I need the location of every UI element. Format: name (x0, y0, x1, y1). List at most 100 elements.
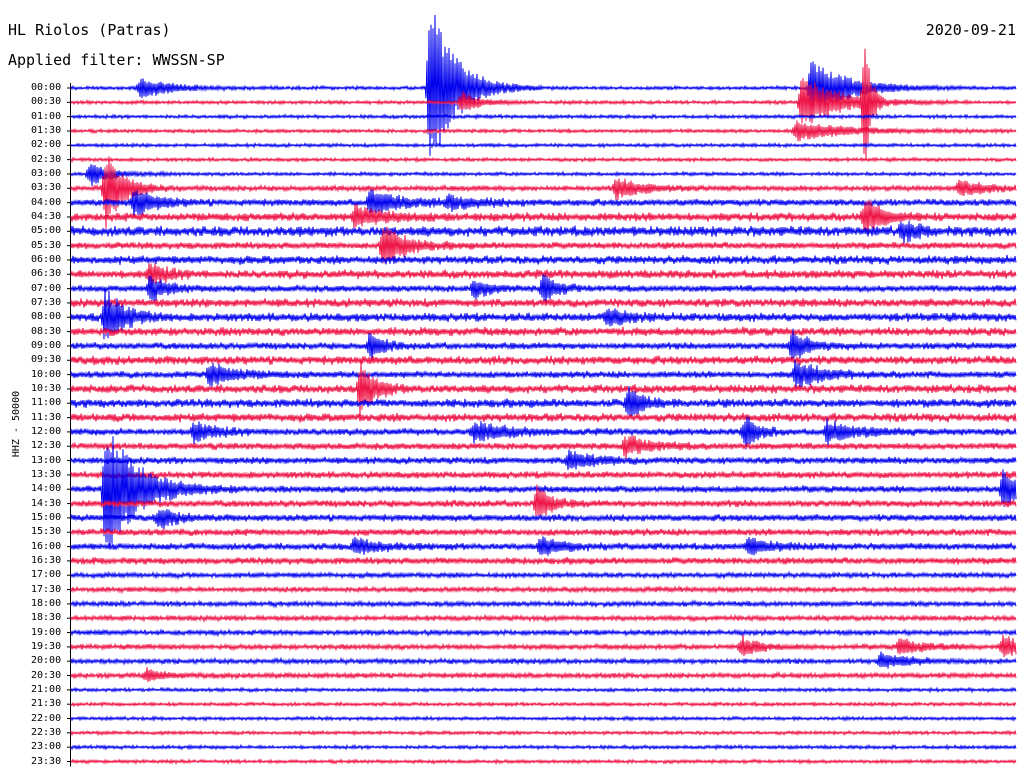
trace-line (70, 326, 1017, 337)
trace-line (70, 613, 1017, 623)
time-tick-label: 03:30 (31, 182, 62, 194)
trace-line (70, 634, 1017, 658)
time-tick-label: 10:30 (31, 382, 62, 394)
trace-line (70, 189, 1017, 219)
trace-line (70, 14, 1017, 156)
trace-line (70, 686, 1017, 694)
time-tick-label: 04:00 (31, 196, 62, 208)
time-tick-labels: 00:00 00:30 01:00 01:30 02:00 02:30 03:00 03:30… (0, 0, 64, 780)
time-tick-label: 21:30 (31, 698, 62, 710)
trace-line (70, 226, 1017, 264)
time-tick-label: 15:00 (31, 511, 62, 523)
time-tick-label: 13:00 (31, 454, 62, 466)
trace-line (70, 470, 1017, 480)
trace-line (70, 436, 1017, 546)
trace-line (70, 527, 1017, 537)
time-tick-label: 17:00 (31, 569, 62, 581)
trace-line (70, 156, 1017, 229)
time-tick-label: 09:00 (31, 339, 62, 351)
time-tick-label: 15:30 (31, 526, 62, 538)
time-tick-label: 08:00 (31, 311, 62, 323)
time-tick-label: 09:30 (31, 354, 62, 366)
trace-line (70, 628, 1017, 638)
trace-line (70, 651, 1017, 669)
time-tick-label: 19:00 (31, 626, 62, 638)
trace-line (70, 667, 1017, 683)
time-tick-label: 19:30 (31, 640, 62, 652)
trace-line (70, 449, 1017, 471)
time-tick-label: 06:00 (31, 253, 62, 265)
trace-line (70, 700, 1017, 708)
trace-line (70, 298, 1017, 308)
time-tick-label: 11:00 (31, 397, 62, 409)
time-tick-label: 05:30 (31, 239, 62, 251)
time-tick-label: 16:00 (31, 540, 62, 552)
trace-line (70, 757, 1017, 766)
time-tick-label: 14:30 (31, 497, 62, 509)
trace-line (70, 200, 1017, 236)
trace-line (70, 536, 1017, 556)
trace-line (70, 155, 1017, 164)
time-tick-label: 20:30 (31, 669, 62, 681)
time-tick-label: 10:00 (31, 368, 62, 380)
trace-line (70, 416, 1017, 450)
trace-line (70, 484, 1017, 516)
trace-line (70, 112, 1017, 121)
trace-line (70, 254, 1017, 265)
time-tick-label: 00:30 (31, 96, 62, 108)
time-tick-label: 18:00 (31, 597, 62, 609)
time-tick-label: 01:30 (31, 124, 62, 136)
trace-line (70, 584, 1017, 595)
time-tick-label: 22:00 (31, 712, 62, 724)
time-tick-label: 07:00 (31, 282, 62, 294)
trace-line (70, 570, 1017, 580)
time-tick-label: 06:30 (31, 268, 62, 280)
trace-line (70, 164, 1017, 186)
trace-line (70, 743, 1017, 751)
trace-line (70, 599, 1017, 609)
time-tick-label: 14:00 (31, 483, 62, 495)
time-tick-label: 22:30 (31, 726, 62, 738)
trace-line (70, 509, 1017, 530)
station-title: HL Riolos (Patras) (8, 21, 171, 39)
time-tick-label: 12:30 (31, 440, 62, 452)
time-tick-label: 07:30 (31, 296, 62, 308)
trace-line (70, 359, 1017, 388)
time-tick-label: 01:00 (31, 110, 62, 122)
trace-line (70, 361, 1017, 416)
trace-line (70, 141, 1017, 149)
trace-line (70, 435, 1017, 459)
trace-line (70, 355, 1017, 366)
trace-line (70, 385, 1017, 417)
date-label: 2020-09-21 (925, 21, 1016, 39)
time-tick-label: 21:00 (31, 683, 62, 695)
time-tick-label: 12:00 (31, 425, 62, 437)
trace-line (70, 48, 1017, 161)
trace-line (70, 714, 1017, 723)
trace-line (70, 328, 1017, 363)
time-tick-label: 16:30 (31, 554, 62, 566)
time-tick-label: 02:30 (31, 153, 62, 165)
filter-subtitle: Applied filter: WWSSN-SP (8, 51, 225, 69)
time-tick-label: 13:30 (31, 468, 62, 480)
trace-line (70, 556, 1017, 566)
trace-line (70, 120, 1017, 142)
time-tick-label: 23:30 (31, 755, 62, 767)
time-tick-label: 05:00 (31, 225, 62, 237)
trace-line (70, 220, 1017, 244)
trace-line (70, 412, 1017, 423)
time-tick-label: 11:30 (31, 411, 62, 423)
time-tick-label: 23:00 (31, 741, 62, 753)
time-tick-label: 03:00 (31, 167, 62, 179)
time-tick-label: 08:30 (31, 325, 62, 337)
time-tick-label: 18:30 (31, 612, 62, 624)
time-tick-label: 17:30 (31, 583, 62, 595)
time-tick-label: 20:00 (31, 655, 62, 667)
trace-line (70, 274, 1017, 304)
time-tick-label: 04:30 (31, 210, 62, 222)
trace-line (70, 729, 1017, 737)
time-tick-label: 00:00 (31, 82, 62, 93)
time-tick-label: 02:00 (31, 139, 62, 151)
